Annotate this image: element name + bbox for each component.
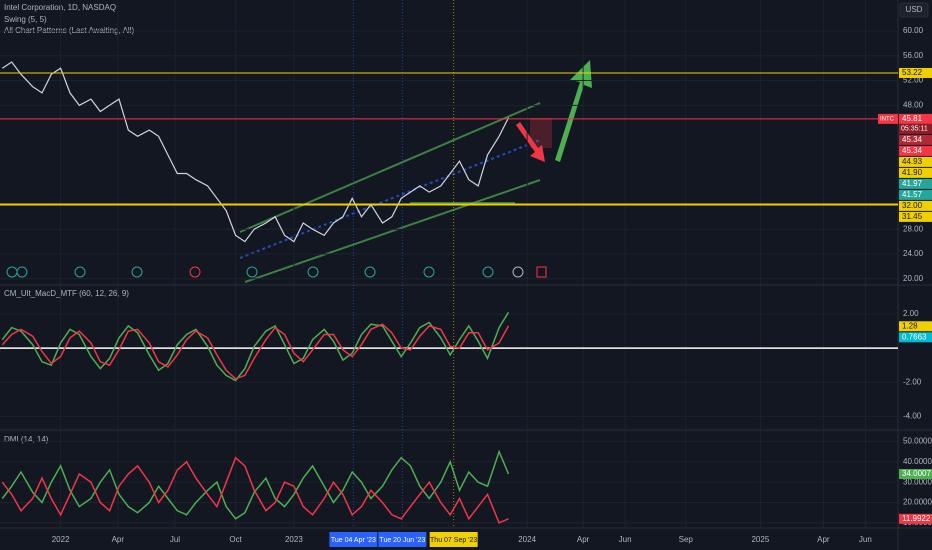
date-marker-box	[329, 532, 378, 547]
price-tag-label: 45.81	[902, 114, 923, 123]
price-tag	[899, 145, 932, 156]
dmi-legend: DMI (14, 14)	[4, 435, 49, 444]
price-tag-label: 41.57	[902, 190, 923, 199]
price-tag	[899, 211, 932, 222]
y-tick-label: 56.00	[903, 51, 924, 60]
y-tick-label: 20.0000	[903, 498, 932, 507]
price-tag-label: 41.97	[902, 179, 923, 188]
y-tick-label: 2.00	[903, 309, 919, 318]
series-line	[1, 456, 509, 524]
x-tick-label: Jun	[859, 535, 872, 544]
x-tick-label: Jul	[170, 535, 180, 544]
x-tick-label: Apr	[577, 535, 590, 544]
x-tick-label: 2023	[285, 535, 303, 544]
x-tick-label: Oct	[229, 535, 242, 544]
date-marker-label: Thu 07 Sep '23	[430, 537, 477, 544]
countdown-tag	[899, 123, 932, 134]
target-arrow-down	[516, 122, 545, 162]
price-tag	[899, 189, 932, 200]
price-tag-label: 45.34	[902, 135, 923, 144]
countdown-label: 05:35:11	[901, 126, 928, 133]
indicator-legend: Swing (5, 5)	[4, 15, 47, 24]
y-tick-label: 30.0000	[903, 477, 932, 486]
risk-zone	[530, 118, 552, 148]
y-tick-label: 28.00	[903, 224, 924, 233]
x-tick-label: Apr	[112, 535, 125, 544]
price-tag	[899, 200, 932, 211]
price-tag-label: 32.00	[902, 201, 923, 210]
x-tick-label: Apr	[817, 535, 830, 544]
price-tag	[899, 134, 932, 145]
price-tag-label: 41.90	[902, 168, 923, 177]
x-tick-label: 2024	[518, 535, 536, 544]
date-marker-box	[429, 532, 478, 547]
currency-label[interactable]: USD	[906, 5, 923, 14]
x-tick-label: Sep	[679, 535, 694, 544]
price-tag	[899, 321, 932, 332]
y-tick-label: 52.00	[903, 76, 924, 85]
date-marker-box	[378, 532, 427, 547]
currency-button[interactable]	[899, 2, 929, 18]
price-tag-label: 1.28	[902, 321, 918, 330]
y-tick-label: 40.0000	[903, 457, 932, 466]
y-tick-label: 60.00	[903, 26, 924, 35]
price-tag	[899, 332, 932, 343]
price-tag-label: 44.93	[902, 157, 923, 166]
x-tick-label: 2022	[52, 535, 70, 544]
price-tag-label: 11.9922	[902, 514, 931, 523]
symbol-tag	[878, 113, 898, 124]
price-tag	[899, 178, 932, 189]
y-tick-label: 48.00	[903, 100, 924, 109]
price-tag	[899, 67, 932, 78]
series-line	[1, 323, 510, 380]
date-marker-label: Tue 04 Apr '23	[331, 537, 376, 544]
price-tag	[899, 513, 932, 524]
price-tag-label: 45.34	[902, 146, 923, 155]
y-tick-label: -4.00	[903, 411, 922, 420]
symbol-legend: Intel Corporation, 1D, NASDAQ	[4, 3, 116, 12]
price-tag-label: 31.45	[902, 212, 923, 221]
price-tag-label: 53.22	[902, 68, 923, 77]
x-tick-label: Jun	[619, 535, 632, 544]
y-tick-label: 50.0000	[903, 437, 932, 446]
earnings-icons	[6, 266, 547, 278]
x-tick-label: 2025	[751, 535, 769, 544]
price-tag	[899, 469, 932, 480]
series-line	[1, 61, 510, 243]
price-tag-label: 0.7663	[902, 332, 927, 341]
symbol-label: INTC	[880, 116, 895, 122]
series-line	[1, 311, 510, 382]
date-marker-label: Tue 20 Jun '23	[379, 537, 425, 544]
y-tick-label: -2.00	[903, 377, 922, 386]
price-tag	[899, 156, 932, 167]
y-tick-label: 24.00	[903, 249, 924, 258]
price-tag-label: 34.0007	[902, 469, 931, 478]
price-tag	[899, 113, 932, 124]
y-tick-label: 20.00	[903, 274, 924, 283]
price-tag	[899, 167, 932, 178]
macd-legend: CM_Ult_MacD_MTF (60, 12, 26, 9)	[4, 289, 129, 298]
